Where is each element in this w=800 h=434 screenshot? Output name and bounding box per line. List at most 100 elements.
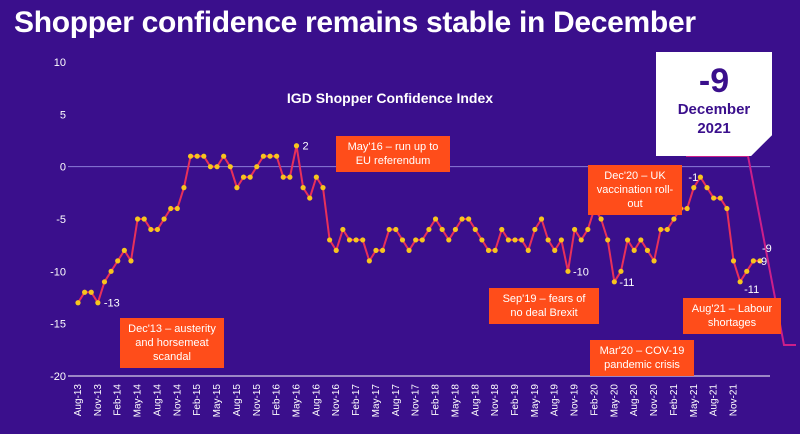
data-label: -11 (619, 277, 634, 289)
x-tick-label: Nov-16 (331, 384, 342, 417)
data-point (88, 289, 94, 295)
x-tick-label: Feb-14 (113, 384, 124, 416)
data-point (141, 216, 147, 222)
data-point (697, 174, 704, 180)
data-label: -1 (688, 172, 698, 184)
data-point (379, 247, 386, 253)
data-point (353, 237, 359, 243)
x-tick-label: Feb-17 (351, 384, 362, 416)
data-point (287, 174, 293, 180)
data-point (346, 237, 353, 243)
data-point (187, 153, 194, 159)
badge-month: December (677, 101, 751, 118)
data-point (181, 185, 187, 191)
data-point (128, 258, 134, 264)
data-point (558, 237, 564, 243)
x-tick-label: Aug-15 (232, 384, 243, 417)
data-point (532, 226, 538, 233)
data-point (711, 195, 717, 201)
annotation-sep19: Sep'19 – fears of no deal Brexit (489, 288, 599, 324)
data-point (452, 226, 459, 233)
x-tick-label: Nov-21 (729, 384, 740, 417)
y-tick-label: 10 (54, 57, 66, 69)
x-tick-label: Aug-21 (709, 384, 720, 417)
data-point (161, 216, 167, 222)
data-point (95, 300, 101, 306)
data-point (704, 185, 710, 191)
data-point (638, 237, 644, 243)
data-point (717, 195, 723, 201)
data-point (313, 174, 319, 180)
data-point (360, 237, 366, 243)
data-point (757, 258, 763, 264)
data-point (466, 216, 472, 222)
data-point (101, 279, 108, 285)
data-point (479, 237, 485, 243)
x-tick-label: May-15 (212, 384, 223, 418)
data-label: 2 (303, 141, 309, 153)
y-tick-label: -20 (50, 371, 66, 383)
data-point (320, 185, 326, 191)
x-tick-label: Aug-19 (550, 384, 561, 417)
x-tick-label: Aug-16 (311, 384, 322, 417)
data-point (373, 247, 379, 253)
chart-title: IGD Shopper Confidence Index (287, 90, 493, 106)
data-point (115, 258, 121, 264)
x-tick-label: Nov-17 (411, 384, 422, 417)
data-point (585, 226, 591, 233)
data-point (750, 258, 756, 264)
x-tick-label: Nov-14 (172, 384, 183, 417)
data-label: -9 (762, 243, 772, 255)
data-point (565, 268, 571, 274)
badge-value: -9 (698, 62, 730, 100)
data-point (644, 247, 651, 253)
data-point (485, 247, 492, 253)
data-point (247, 174, 253, 180)
data-label: -11 (744, 284, 759, 296)
annotation-dec13: Dec'13 – austerity and horsemeat scandal (120, 318, 224, 368)
data-point (393, 226, 399, 233)
data-point (552, 247, 558, 253)
data-point (307, 195, 313, 201)
annotation-may16: May'16 – run up to EU referendum (336, 136, 450, 172)
data-point (605, 237, 611, 243)
data-point (419, 237, 425, 243)
data-point (572, 226, 578, 233)
latest-value-badge: -9 December 2021 (656, 52, 772, 156)
x-tick-label: Nov-19 (570, 384, 581, 417)
data-point (333, 247, 339, 253)
data-point (340, 226, 346, 233)
data-point (148, 226, 154, 233)
x-tick-label: May-20 (609, 384, 620, 418)
data-point (492, 247, 498, 253)
x-tick-label: May-14 (133, 384, 144, 418)
headline: Shopper confidence remains stable in Dec… (14, 6, 696, 39)
data-point (512, 237, 518, 243)
x-tick-label: Feb-21 (669, 384, 680, 416)
data-point (598, 216, 604, 222)
x-tick-label: Nov-20 (649, 384, 660, 417)
data-label: -13 (104, 298, 120, 310)
data-point (280, 174, 286, 180)
data-point (234, 185, 240, 191)
data-point (499, 226, 505, 233)
x-tick-label: Nov-18 (490, 384, 501, 417)
data-point (684, 205, 690, 212)
data-point (505, 237, 511, 243)
data-point (75, 300, 81, 306)
data-point (254, 164, 260, 170)
y-tick-label: -15 (50, 319, 66, 331)
data-point (221, 153, 227, 159)
data-point (194, 153, 200, 159)
data-point (413, 237, 419, 243)
data-point (366, 258, 372, 264)
data-point (327, 237, 333, 243)
x-tick-label: May-18 (450, 384, 461, 418)
data-point (174, 205, 180, 212)
data-point (432, 216, 439, 222)
data-point (240, 174, 247, 180)
data-point (439, 226, 445, 233)
data-point (446, 237, 452, 243)
y-tick-label: 5 (60, 109, 66, 121)
x-tick-label: Feb-19 (510, 384, 521, 416)
